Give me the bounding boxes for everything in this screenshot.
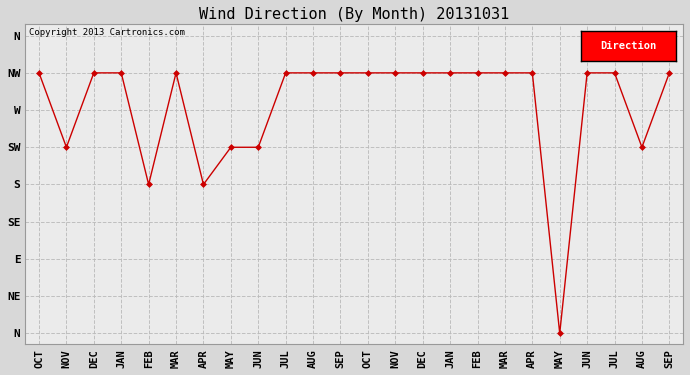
Title: Wind Direction (By Month) 20131031: Wind Direction (By Month) 20131031 [199, 7, 509, 22]
Text: Copyright 2013 Cartronics.com: Copyright 2013 Cartronics.com [28, 28, 184, 37]
